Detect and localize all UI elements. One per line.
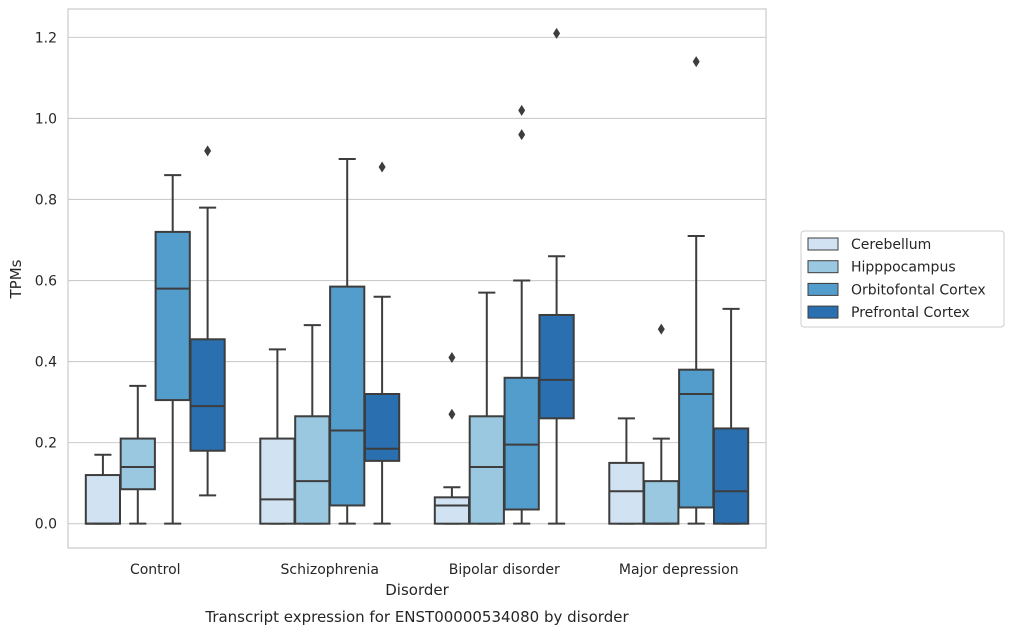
box-body — [678, 368, 715, 509]
x-tick-label: Schizophrenia — [281, 562, 379, 578]
legend-label: Prefrontal Cortex — [851, 305, 970, 321]
outlier-point — [553, 27, 561, 39]
box-body — [259, 437, 296, 525]
legend-entry: Orbitofontal Cortex — [807, 282, 986, 298]
legend-entry: Prefrontal Cortex — [807, 305, 970, 321]
box-body — [189, 338, 226, 452]
legend-swatch — [807, 237, 839, 251]
box-body — [468, 415, 505, 525]
y-tick-label: 1.0 — [35, 111, 57, 127]
legend-swatch — [807, 305, 839, 319]
box-body — [154, 230, 191, 402]
y-tick-label: 0.6 — [35, 274, 57, 290]
outlier-point — [518, 129, 526, 141]
legend-frame — [800, 230, 1005, 328]
x-tick-label: Major depression — [619, 562, 739, 578]
box-body — [608, 461, 645, 525]
box-orbitofontal-cortex — [154, 174, 191, 525]
y-tick-label: 0.4 — [35, 355, 57, 371]
x-axis-label: Disorder — [385, 581, 449, 599]
box-orbitofontal-cortex — [329, 157, 366, 525]
box-prefrontal-cortex — [363, 161, 401, 525]
y-tick-label: 1.2 — [35, 30, 57, 46]
chart-caption: Transcript expression for ENST0000053408… — [204, 608, 629, 626]
legend-items: Cerebellum Hipppocampus Orbitofontal Corte… — [807, 237, 986, 321]
box-body — [329, 285, 366, 507]
legend: Cerebellum Hipppocampus Orbitofontal Corte… — [800, 230, 1005, 328]
box-body — [503, 376, 540, 511]
box-body — [119, 437, 156, 491]
box-series-layer — [84, 27, 750, 525]
outlier-point — [657, 323, 665, 335]
outlier-point — [518, 104, 526, 116]
box-body — [294, 415, 331, 525]
y-tick-label: 0.8 — [35, 192, 57, 208]
box-hipppocampus — [119, 384, 156, 525]
x-tick-labels: Control Schizophrenia Bipolar disorder Majo… — [130, 562, 739, 578]
y-tick-labels: 0.0 0.2 0.4 0.6 0.8 1.0 1.2 — [35, 30, 57, 532]
outlier-point — [378, 161, 386, 173]
box-cerebellum — [259, 348, 296, 525]
box-cerebellum — [84, 453, 122, 525]
y-tick-label: 0.0 — [35, 517, 57, 533]
box-body — [712, 427, 750, 525]
legend-entry: Cerebellum — [807, 237, 931, 253]
box-body — [363, 393, 401, 462]
legend-label: Orbitofontal Cortex — [851, 282, 986, 298]
legend-swatch — [807, 282, 839, 296]
legend-swatch — [807, 260, 839, 274]
box-orbitofontal-cortex — [503, 104, 540, 525]
plot-frame — [67, 8, 767, 549]
outlier-point — [448, 352, 456, 364]
y-axis-label: TPMs — [7, 259, 25, 299]
box-hipppocampus — [294, 324, 331, 525]
box-body — [84, 474, 122, 525]
legend-entry: Hipppocampus — [807, 260, 956, 276]
outlier-point — [448, 408, 456, 420]
box-prefrontal-cortex — [538, 27, 575, 525]
legend-label: Hipppocampus — [851, 260, 956, 276]
box-body — [433, 496, 471, 525]
box-prefrontal-cortex — [712, 307, 750, 525]
x-tick-label: Control — [130, 562, 181, 578]
legend-label: Cerebellum — [851, 237, 931, 253]
box-orbitofontal-cortex — [678, 56, 715, 525]
outlier-point — [204, 145, 212, 157]
box-body — [643, 480, 680, 525]
y-tick-label: 0.2 — [35, 436, 57, 452]
x-tick-label: Bipolar disorder — [449, 562, 560, 578]
box-hipppocampus — [468, 291, 505, 525]
box-cerebellum — [608, 417, 645, 525]
box-prefrontal-cortex — [189, 145, 226, 497]
box-cerebellum — [433, 352, 471, 525]
box-hipppocampus — [643, 323, 680, 525]
box-body — [538, 313, 575, 420]
outlier-point — [692, 56, 700, 68]
